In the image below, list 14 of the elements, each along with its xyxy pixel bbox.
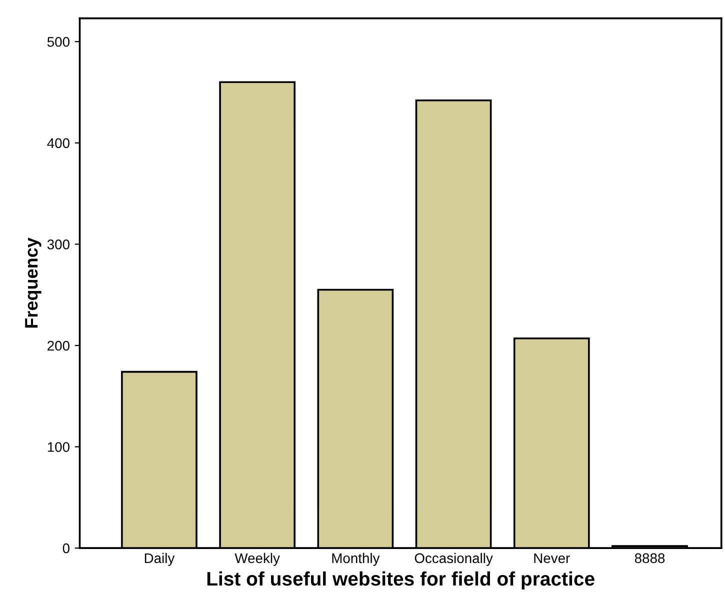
y-tick-label: 400 xyxy=(47,138,70,148)
x-tick-label: Weekly xyxy=(234,552,280,566)
x-axis-title: List of useful websites for field of practice xyxy=(207,571,594,590)
x-tick-label: Never xyxy=(534,553,570,564)
y-axis-title: Frequency xyxy=(25,238,42,328)
y-tick-label: 300 xyxy=(47,240,70,250)
y-tick-label: 0 xyxy=(62,543,70,554)
y-tick-label: 200 xyxy=(48,340,70,351)
x-tick-label: Occasionally xyxy=(414,552,493,566)
y-tick-label: 100 xyxy=(48,442,70,452)
x-tick-label: Daily xyxy=(144,552,175,566)
x-tick-label: 8888 xyxy=(634,553,665,564)
y-tick-label: 500 xyxy=(47,36,70,47)
x-tick-label: Monthly xyxy=(332,552,380,566)
